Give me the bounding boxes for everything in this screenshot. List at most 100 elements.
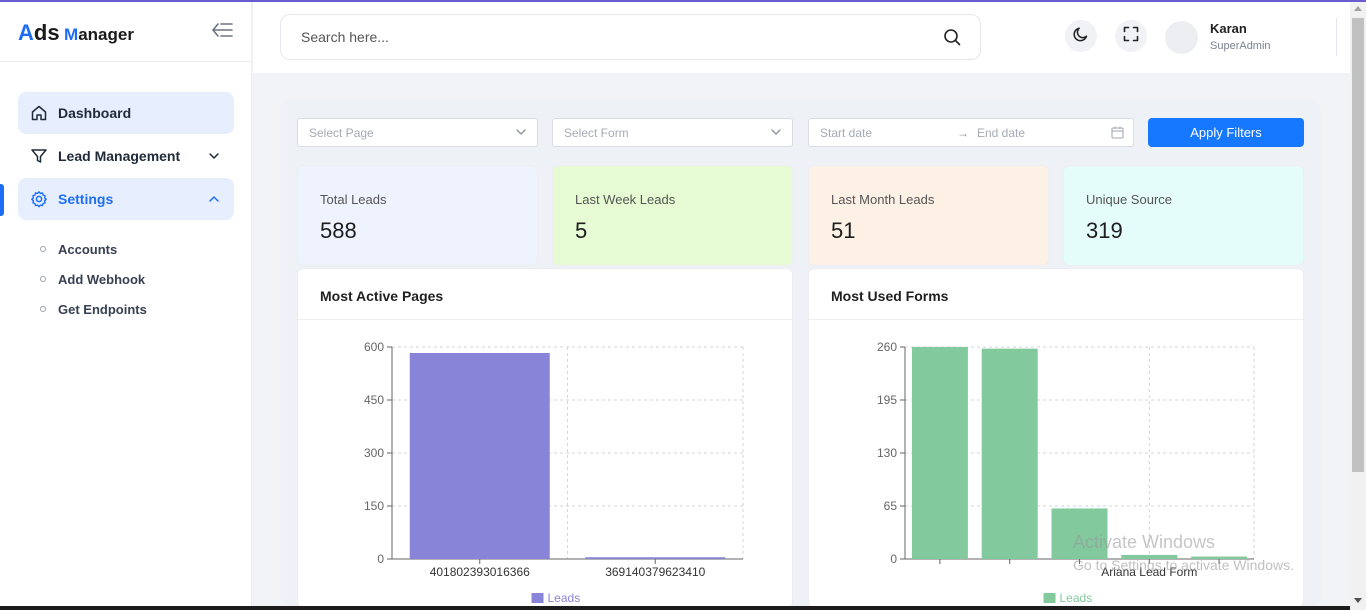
chart-bar [981,348,1038,559]
most-used-forms-chart: 0 65 130 195 260 Ariana Lead Form Leads [877,340,1255,605]
search-icon[interactable] [943,28,961,46]
bullet-icon [40,246,46,252]
submenu-item-get-endpoints[interactable]: Get Endpoints [40,294,147,324]
sidebar-item-label: Settings [58,191,114,207]
logo-anager: anager [78,25,134,44]
logo-letter-m: M [64,25,79,44]
chevron-up-icon [208,192,220,204]
chevron-down-icon [770,126,782,138]
chart-bar [911,347,968,559]
legend-label: Leads [1060,591,1093,605]
legend-swatch [1043,593,1056,603]
y-tick-label: 150 [364,499,384,513]
y-tick-label: 450 [364,393,384,407]
moon-icon [1072,25,1090,48]
x-tick-label: 369140379623410 [605,565,705,579]
chart-bar [409,353,550,559]
sidebar-item-label: Dashboard [58,105,132,121]
y-tick-label: 130 [877,446,897,460]
stat-value: 51 [831,218,856,243]
search-input[interactable] [301,29,921,45]
brand-bar: Ads Manager [0,2,251,62]
bullet-icon [40,306,46,312]
most-active-pages-chart: 0 150 300 450 600 401802393016366 369140379623… [364,340,744,605]
page-scrollbar[interactable] [1350,2,1366,610]
select-page-dropdown[interactable]: Select Page [297,118,538,147]
stat-card-unique-source: Unique Source 319 [1063,165,1304,266]
stat-card-last-month-leads: Last Month Leads 51 [808,165,1049,266]
scroll-down-icon[interactable] [1354,598,1362,603]
y-tick-label: 0 [890,552,897,566]
gear-icon [30,190,48,208]
scroll-thumb[interactable] [1352,18,1364,472]
activate-windows-hint: Go to Settings to activate Windows. [1073,557,1294,573]
submenu-item-add-webhook[interactable]: Add Webhook [40,264,147,294]
x-tick-label: 401802393016366 [430,565,530,579]
y-tick-label: 260 [877,340,897,354]
chevron-down-icon [515,126,527,138]
start-date-input[interactable]: Start date [820,125,873,140]
stat-value: 5 [575,218,588,243]
card-title: Most Used Forms [831,288,949,304]
stat-value: 588 [320,218,357,243]
submenu-item-accounts[interactable]: Accounts [40,234,147,264]
legend-swatch [531,593,544,603]
y-tick-label: 600 [364,340,384,354]
user-name[interactable]: Karan [1210,21,1247,36]
y-tick-label: 300 [364,446,384,460]
dark-mode-toggle[interactable] [1065,20,1097,52]
app-logo[interactable]: Ads Manager [18,20,134,46]
stat-label: Last Week Leads [575,192,676,207]
top-accent-line [0,0,1366,2]
submenu-item-label: Get Endpoints [58,301,147,317]
stat-label: Last Month Leads [831,192,935,207]
stat-card-last-week-leads: Last Week Leads 5 [552,165,793,266]
sidebar-item-label: Lead Management [58,148,181,164]
chart-bar [585,557,726,559]
card-divider [298,319,792,320]
sidebar-item-lead-management[interactable]: Lead Management [18,135,234,177]
card-divider [809,319,1303,320]
stat-label: Total Leads [320,192,387,207]
user-role: SuperAdmin [1210,40,1271,52]
apply-filters-button[interactable]: Apply Filters [1148,118,1304,147]
top-header: Karan SuperAdmin [253,2,1350,73]
select-form-placeholder: Select Form [564,125,629,140]
y-tick-label: 195 [877,393,897,407]
chevron-down-icon [208,149,220,161]
stat-value: 319 [1086,218,1123,243]
stat-card-total-leads: Total Leads 588 [297,165,538,266]
card-title: Most Active Pages [320,288,444,304]
fullscreen-button[interactable] [1115,20,1147,52]
chart-bar [1191,556,1248,559]
avatar[interactable] [1165,21,1198,54]
arrow-right-icon: → [957,126,969,140]
scroll-up-icon[interactable] [1354,6,1362,11]
logo-ds: ds [33,20,60,45]
y-tick-label: 0 [377,552,384,566]
collapse-sidebar-icon[interactable] [210,20,236,40]
submenu-item-label: Add Webhook [58,271,146,287]
submenu-item-label: Accounts [58,241,118,257]
select-form-dropdown[interactable]: Select Form [552,118,793,147]
stat-label: Unique Source [1086,192,1172,207]
calendar-icon [1111,126,1124,139]
activate-windows-watermark: Activate Windows [1073,532,1216,552]
sidebar-item-settings[interactable]: Settings [18,178,234,220]
chart-bar [1051,508,1108,559]
date-range-picker[interactable]: Start date → End date [808,118,1134,147]
sidebar-item-dashboard[interactable]: Dashboard [18,92,234,134]
bottom-edge [0,606,1350,610]
x-tick-label: Ariana Lead Form [1101,565,1197,579]
settings-submenu: Accounts Add Webhook Get Endpoints [40,234,147,324]
sidebar-nav: Dashboard Lead Management Settings [18,92,234,221]
select-page-placeholder: Select Page [309,125,374,140]
search-box [280,14,981,60]
bullet-icon [40,276,46,282]
most-active-pages-card: Most Active Pages 0 150 300 450 600 401802393… [297,268,793,608]
home-icon [30,104,48,122]
filter-icon [30,147,48,165]
active-nav-indicator [0,184,4,216]
end-date-input[interactable]: End date [977,126,1026,140]
most-used-forms-card: Most Used Forms 0 65 130 195 260 Ariana Lead … [808,268,1304,608]
